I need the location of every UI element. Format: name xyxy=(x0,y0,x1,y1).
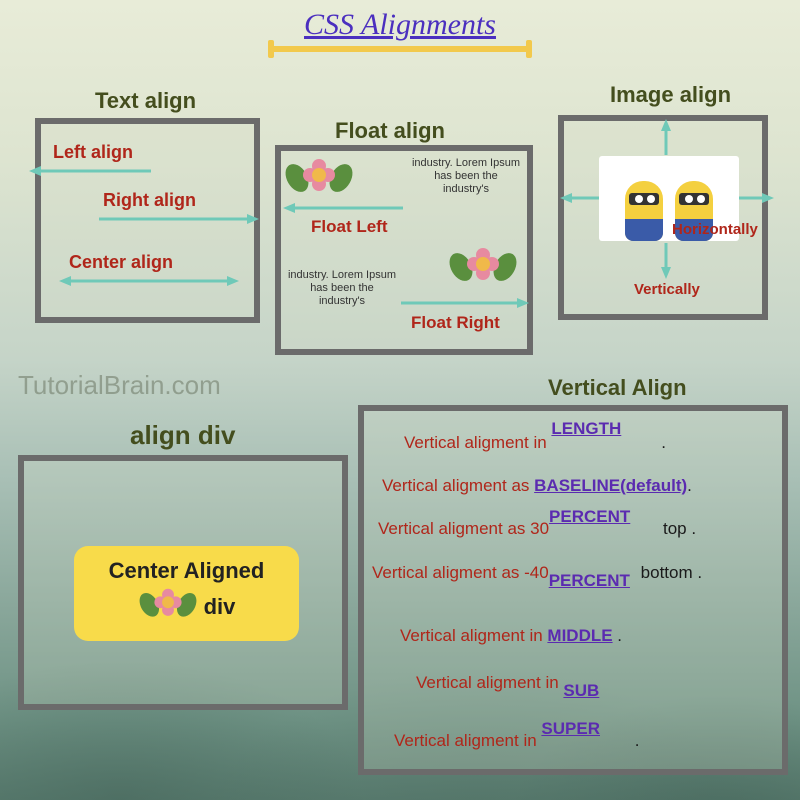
arrow-icon xyxy=(659,119,673,155)
arrow-icon xyxy=(99,212,259,226)
flower-icon xyxy=(289,157,349,202)
arrow-icon xyxy=(29,164,159,178)
float-align-label: Float align xyxy=(335,118,445,144)
float-right-label: Float Right xyxy=(411,313,500,333)
va-line-baseline: Vertical aligment as BASELINE(default). xyxy=(364,476,782,496)
align-div-box: Center Aligned div xyxy=(18,455,348,710)
vertical-align-box: Vertical aligment in LENGTH. Vertical al… xyxy=(358,405,788,775)
arrow-icon xyxy=(59,274,239,288)
float-left-label: Float Left xyxy=(311,217,388,237)
vertical-label: Vertically xyxy=(634,281,700,298)
horizontal-label: Horizontally xyxy=(672,221,758,238)
badge-line2: div xyxy=(204,594,236,620)
arrow-icon xyxy=(734,191,774,205)
vertical-align-label: Vertical Align xyxy=(548,375,687,401)
arrow-icon xyxy=(401,296,529,310)
image-align-label: Image align xyxy=(610,82,731,108)
badge-line1: Center Aligned xyxy=(109,558,265,584)
va-line-super: Vertical aligment in SUPER . xyxy=(364,731,782,751)
arrow-icon xyxy=(560,191,600,205)
arrow-icon xyxy=(283,201,403,215)
va-line-percent-top: Vertical aligment as 30PERCENT top . xyxy=(364,519,782,539)
lorem-text: industry. Lorem Ipsum has been the indus… xyxy=(287,269,397,309)
page-title: CSS Alignments xyxy=(304,8,496,42)
align-div-label: align div xyxy=(130,420,235,451)
float-align-box: industry. Lorem Ipsum has been the indus… xyxy=(275,145,533,355)
flower-icon xyxy=(453,246,513,291)
title-underline xyxy=(270,46,530,52)
text-align-box: Left align Right align Center align xyxy=(35,118,260,323)
va-line-length: Vertical aligment in LENGTH. xyxy=(364,433,782,453)
center-align-label: Center align xyxy=(69,252,173,273)
va-line-sub: Vertical aligment in SUB xyxy=(364,673,782,693)
left-align-label: Left align xyxy=(53,142,133,163)
right-align-label: Right align xyxy=(103,190,196,211)
flower-icon xyxy=(138,584,198,630)
text-align-label: Text align xyxy=(95,88,196,114)
va-line-middle: Vertical aligment in MIDDLE . xyxy=(364,626,782,646)
watermark: TutorialBrain.com xyxy=(18,370,221,401)
va-line-percent-bottom: Vertical aligment as -40PERCENT bottom . xyxy=(364,563,782,583)
arrow-icon xyxy=(659,243,673,279)
center-aligned-badge: Center Aligned div xyxy=(74,546,299,641)
image-align-box: Horizontally Vertically xyxy=(558,115,768,320)
lorem-text: industry. Lorem Ipsum has been the indus… xyxy=(411,157,521,197)
